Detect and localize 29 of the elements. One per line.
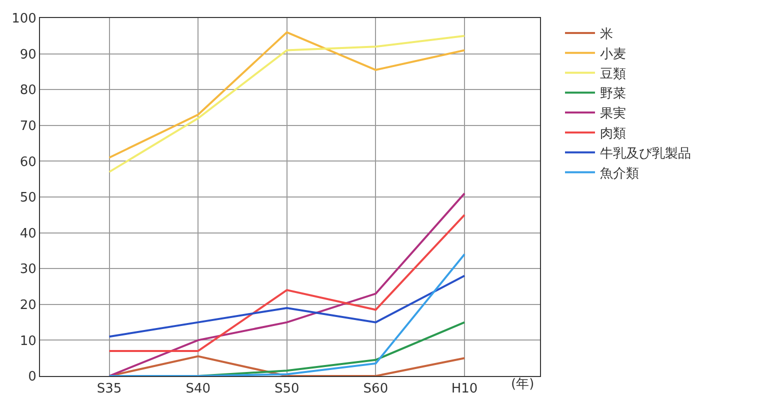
line-series (108, 274, 466, 338)
y-tick-label: 70 (20, 118, 36, 134)
y-tick-label: 60 (20, 154, 36, 170)
y-tick-label: 50 (20, 190, 36, 206)
y-tick-label: 20 (20, 298, 36, 313)
y-tick-label: 90 (20, 47, 36, 62)
y-tick-label: 40 (20, 226, 36, 242)
legend-label: 野菜 (600, 86, 626, 102)
line-series (108, 214, 466, 352)
legend-label: 肉類 (600, 126, 626, 142)
legend-label: 牛乳及び乳製品 (600, 146, 691, 162)
x-tick-label: S50 (274, 382, 300, 397)
legend-label: 果実 (600, 106, 626, 122)
x-tick-label: S35 (96, 382, 122, 397)
line-series (108, 253, 466, 376)
x-tick-label: H10 (451, 382, 478, 397)
y-tick-label: 10 (20, 334, 36, 349)
line-series (108, 192, 466, 376)
y-tick-label: 80 (20, 83, 36, 98)
y-tick-label: 100 (12, 12, 36, 27)
legend-label: 米 (600, 27, 613, 42)
legend-label: 魚介類 (600, 166, 639, 182)
x-tick-label: S40 (186, 382, 210, 397)
y-tick-label: 0 (28, 370, 36, 385)
legend-label: 小麦 (600, 46, 626, 62)
y-tick-label: 30 (20, 262, 36, 278)
x-axis-title: (年) (511, 377, 534, 392)
legend-label: 豆類 (600, 66, 626, 82)
x-tick-label: S60 (363, 382, 388, 397)
